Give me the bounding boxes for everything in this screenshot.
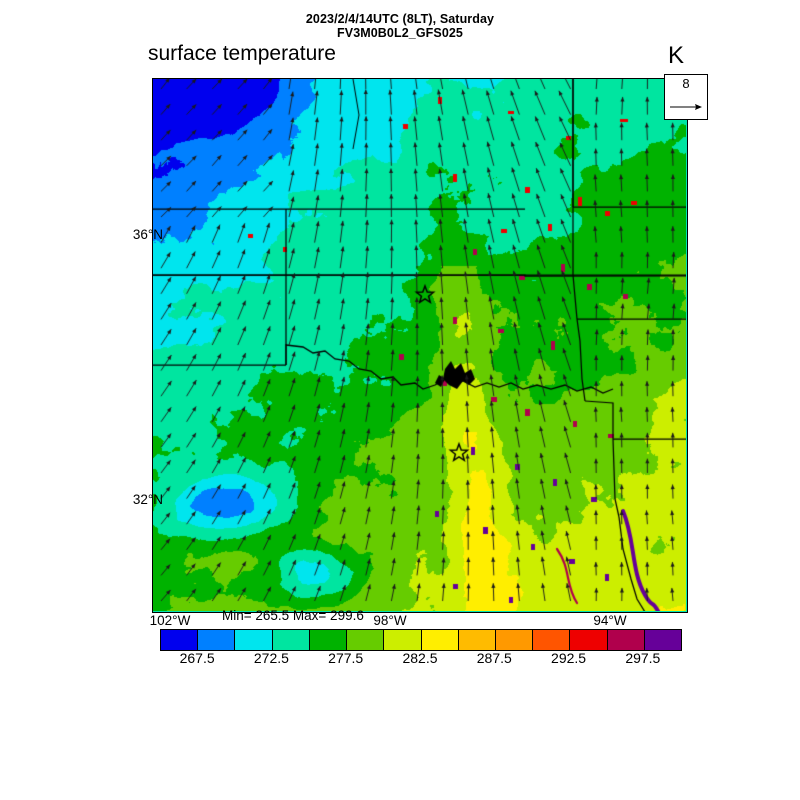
colorbar-tick-label: 277.5 [328,650,364,666]
colorbar-tick-label: 267.5 [179,650,215,666]
colorbar-swatch [644,630,682,650]
title-datetime: 2023/2/4/14UTC (8LT), Saturday [305,12,495,26]
title-model-id: FV3M0B0L2_GFS025 [337,26,463,40]
colorbar [160,629,682,651]
colorbar-swatch [198,630,236,650]
lat-tick-label-36n: 36°N [132,227,163,242]
map-plot-area[interactable] [152,78,688,613]
field-title: surface temperature [148,42,336,65]
colorbar-swatch [495,630,534,650]
wind-reference-value: 8 [682,76,690,91]
colorbar-tick-label: 272.5 [253,650,289,666]
colorbar-swatch [347,630,385,650]
lat-tick-label-32n: 32°N [132,492,163,507]
lon-tick-label-98w: 98°W [373,613,407,628]
colorbar-tick-label: 297.5 [625,650,661,666]
lon-tick-label-102w: 102°W [149,613,191,628]
colorbar-swatch [272,630,310,650]
colorbar-tick-label: 292.5 [551,650,587,666]
colorbar-swatch [458,630,496,650]
colorbar-swatch [607,630,645,650]
unit-label: K [668,42,685,69]
colorbar-swatch [161,630,199,650]
colorbar-tick-label: 282.5 [402,650,438,666]
colorbar-swatch [533,630,571,650]
colorbar-swatch [309,630,348,650]
colorbar-swatch [235,630,273,650]
lon-tick-label-94w: 94°W [593,613,627,628]
colorbar-swatch [384,630,422,650]
colorbar-tick-labels: 267.5 272.5 277.5 282.5 287.5 292.5 297.5 [160,650,680,670]
colorbar-tick-label: 287.5 [476,650,512,666]
chart-title-block: 2023/2/4/14UTC (8LT), Saturday FV3M0B0L2… [0,12,800,40]
colorbar-swatch [421,630,459,650]
min-max-stats: Min= 265.5 Max= 299.6 [222,608,364,623]
right-arrow-icon [670,104,702,110]
wind-vector-reference-box: 8 [664,74,708,120]
temperature-field-canvas [153,79,686,611]
colorbar-swatch [570,630,608,650]
